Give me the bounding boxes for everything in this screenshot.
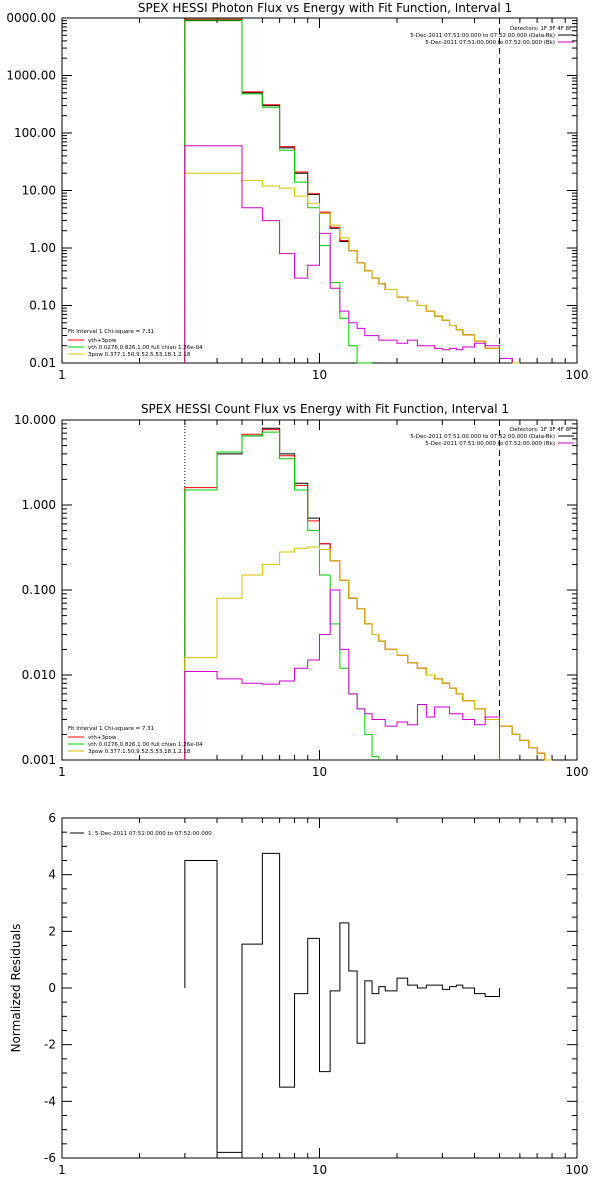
- legend-bl-entry-pow: 3pow 0.377,1.50,9.52,5.53,18.1,2.18: [88, 352, 191, 358]
- count-flux-panel: SPEX HESSI Count Flux vs Energy with Fit…: [14, 402, 588, 779]
- y-tick-label: 1.00: [29, 241, 56, 255]
- series-pow-histogram: [184, 546, 553, 761]
- y-tick-label: 2: [48, 924, 56, 938]
- series-vth-histogram: [184, 19, 373, 364]
- y-tick-label: 0000.00: [6, 11, 56, 25]
- y-tick-label: 0.100: [22, 583, 56, 597]
- count-flux-legend-tr: Detectors: 1F 3F 4F 8F 5-Dec-2011 07:51:…: [410, 427, 574, 447]
- legend-tr-header: Detectors: 1F 3F 4F 8F: [510, 427, 572, 433]
- x-tick-label: 100: [566, 368, 589, 382]
- photon-flux-panel: SPEX HESSI Photon Flux vs Energy with Fi…: [6, 1, 588, 382]
- legend-tr-header: Detectors: 1F 3F 4F 8F: [510, 26, 572, 32]
- y-tick-label: 100.00: [14, 126, 56, 140]
- x-tick-label: 10: [312, 1163, 327, 1177]
- series-total-histogram: [184, 852, 500, 1153]
- series-vth-histogram: [184, 431, 380, 760]
- y-tick-label: 10.000: [14, 413, 56, 427]
- residuals-legend: 1. 5-Dec-2011 07:51:00.000 to 07:52:00.0…: [70, 831, 212, 837]
- count-flux-vlines: [184, 420, 500, 760]
- photon-flux-axes: 1 10 100 0.01 0.10 1.00 10.00 100.00 1000.00 0000…: [6, 11, 588, 382]
- y-tick-label: 0.01: [29, 356, 56, 370]
- photon-flux-legend-tr: Detectors: 1F 3F 4F 8F 5-Dec-2011 07:51:…: [410, 26, 574, 46]
- series-bk-histogram: [184, 589, 500, 760]
- residuals-panel: Normalized Residuals 1 10 100 -6 -4 -2 0 2 4 6 1.…: [9, 811, 588, 1177]
- count-flux-series: [184, 427, 553, 761]
- residuals-axes: 1 10 100 -6 -4 -2 0 2 4 6: [44, 811, 588, 1177]
- legend-bl-entry-pow: 3pow 0.377,1.50,9.52,5.53,18.1,2.18: [88, 749, 191, 755]
- y-tick-label: 0.010: [22, 668, 56, 682]
- series-bk-histogram: [184, 145, 513, 363]
- x-tick-label: 1: [58, 765, 66, 779]
- y-tick-label: 0.10: [29, 299, 56, 313]
- legend-bl-entry-vth: vth 0.0276,0.826,1.00 full chian 1.26e-0…: [88, 742, 203, 748]
- x-tick-label: 100: [566, 765, 589, 779]
- y-tick-label: 1000.00: [6, 69, 56, 83]
- legend-bl-entry-vth3pow: vth+3pow: [88, 338, 117, 344]
- series-vth_plus_3pow-histogram: [184, 18, 520, 364]
- photon-flux-legend-bl: Fit Interval 1 Chi-square = 7.31 vth+3po…: [68, 329, 203, 358]
- count-flux-legend-bl: Fit Interval 1 Chi-square = 7.31 vth+3po…: [68, 726, 203, 755]
- residuals-legend-label: 1. 5-Dec-2011 07:51:00.000 to 07:52:00.0…: [88, 831, 212, 837]
- y-tick-label: 0.001: [22, 753, 56, 767]
- x-tick-label: 10: [312, 765, 327, 779]
- residuals-ylabel: Normalized Residuals: [9, 924, 23, 1053]
- x-tick-label: 1: [58, 368, 66, 382]
- y-tick-label: -4: [44, 1094, 56, 1108]
- photon-flux-series: [184, 18, 520, 364]
- y-tick-label: 1.000: [22, 498, 56, 512]
- y-tick-label: -6: [44, 1151, 56, 1165]
- y-tick-label: 0: [48, 981, 56, 995]
- legend-bl-entry-vth: vth 0.0276,0.826,1.00 full chian 1.26e-0…: [88, 345, 203, 351]
- count-flux-title: SPEX HESSI Count Flux vs Energy with Fit…: [141, 402, 509, 416]
- x-tick-label: 100: [566, 1163, 589, 1177]
- y-tick-label: -2: [44, 1038, 56, 1052]
- legend-tr-entry-data: 5-Dec-2011 07:51:00.000 to 07:52:00.000 …: [410, 434, 555, 440]
- series-total-histogram: [184, 427, 553, 761]
- series-total-histogram: [184, 20, 520, 364]
- legend-bl-header: Fit Interval 1 Chi-square = 7.31: [68, 329, 154, 335]
- count-flux-axes: 1 10 100 0.001 0.010 0.100 1.000 10.000: [14, 413, 588, 779]
- series-pow-histogram: [184, 172, 520, 364]
- legend-tr-entry-data: 5-Dec-2011 07:51:00.000 to 07:52:00.000 …: [410, 33, 555, 39]
- legend-tr-entry-bk: 5-Dec-2011 07:51:00.000 to 07:52:00.000 …: [425, 40, 555, 46]
- legend-bl-header: Fit Interval 1 Chi-square = 7.31: [68, 726, 154, 732]
- y-tick-label: 10.00: [22, 184, 56, 198]
- y-tick-label: 6: [48, 811, 56, 825]
- x-tick-label: 10: [312, 368, 327, 382]
- photon-flux-title: SPEX HESSI Photon Flux vs Energy with Fi…: [138, 1, 512, 15]
- residuals-series: [184, 852, 500, 1153]
- y-tick-label: 4: [48, 868, 56, 882]
- series-vth_plus_3pow-histogram: [184, 429, 553, 761]
- legend-tr-entry-bk: 5-Dec-2011 07:51:00.000 to 07:52:00.000 …: [425, 441, 555, 447]
- x-tick-label: 1: [58, 1163, 66, 1177]
- legend-bl-entry-vth3pow: vth+3pow: [88, 735, 117, 741]
